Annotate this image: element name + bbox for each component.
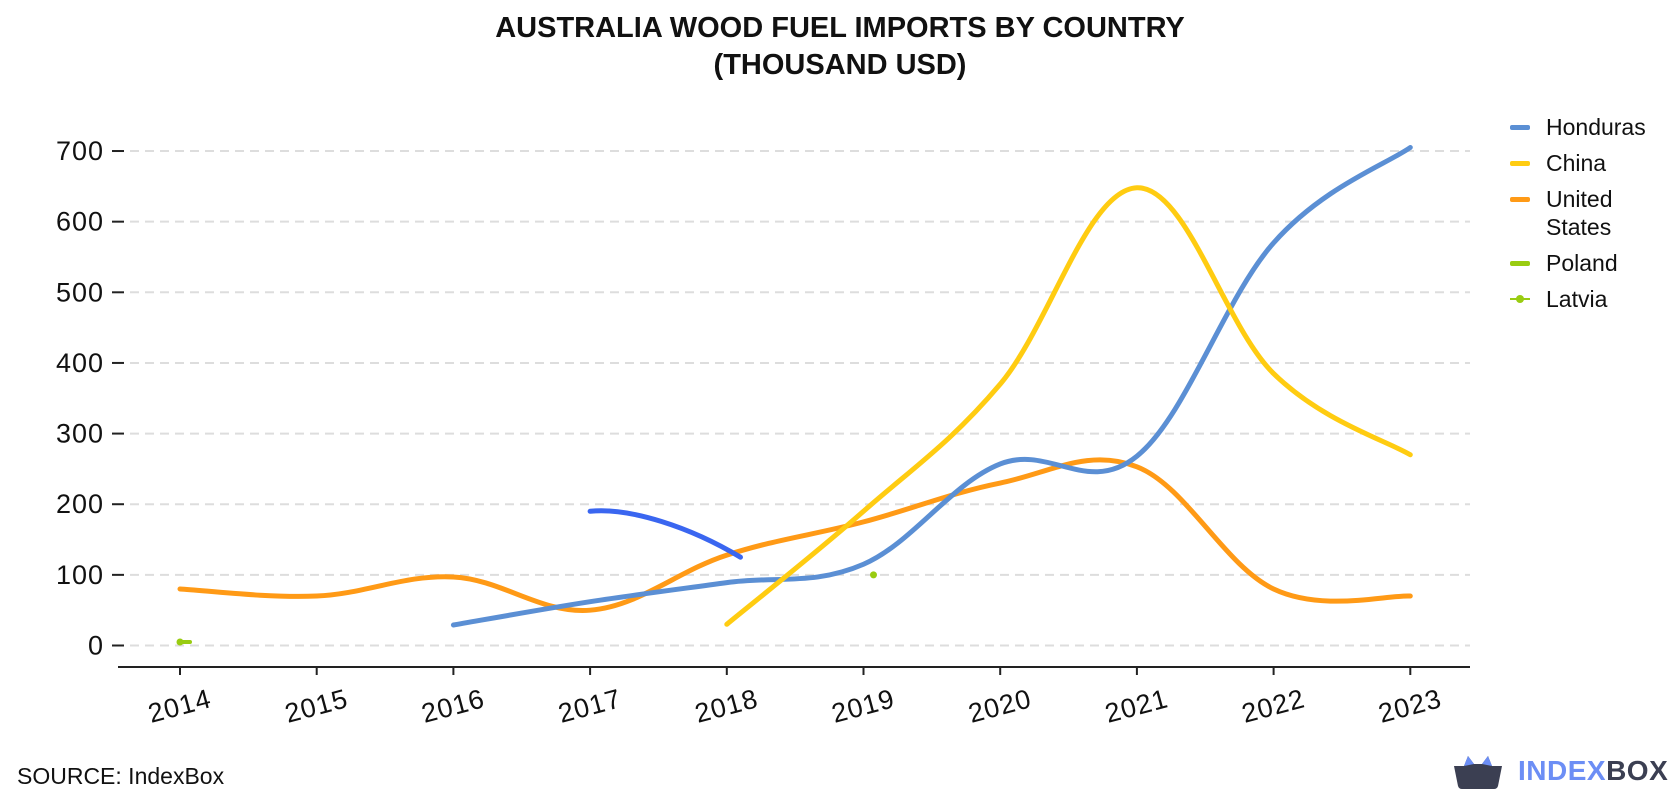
- source-note: SOURCE: IndexBox: [17, 763, 225, 789]
- legend-swatch-honduras: [1510, 125, 1530, 130]
- x-tick-label-2017: 2017: [555, 683, 625, 729]
- series-line-united-states: [177, 457, 1413, 613]
- chart-title-line-2: (THOUSAND USD): [713, 49, 967, 81]
- legend-item-honduras[interactable]: Honduras: [1510, 113, 1680, 141]
- legend-swatch-united-states: [1510, 197, 1530, 202]
- legend-item-china[interactable]: China: [1510, 149, 1680, 177]
- series-line-honduras: [450, 144, 1413, 628]
- y-tick-label-200: 200: [56, 489, 104, 519]
- x-tick-label-2018: 2018: [692, 683, 762, 729]
- legend-label-latvia: Latvia: [1546, 286, 1608, 312]
- legend-swatch-poland: [1510, 261, 1530, 266]
- indexbox-logo-text: INDEXBOX: [1518, 755, 1668, 787]
- y-tick-label-600: 600: [56, 207, 104, 237]
- data-point-poland-2014: [176, 638, 184, 646]
- series-line-honduras-highlight: [587, 508, 743, 560]
- x-tick-label-2015: 2015: [282, 683, 352, 729]
- indexbox-logo-icon: [1454, 756, 1502, 789]
- x-tick-label-2023: 2023: [1375, 683, 1445, 729]
- legend-label-united-states: United States: [1546, 186, 1613, 240]
- y-tick-label-100: 100: [56, 560, 104, 590]
- x-tick-label-2016: 2016: [418, 683, 488, 729]
- legend-label-poland: Poland: [1546, 250, 1618, 276]
- y-tick-label-700: 700: [56, 136, 104, 166]
- indexbox-logo-text-box: BOX: [1606, 755, 1669, 786]
- legend-item-united-states[interactable]: United States: [1510, 185, 1680, 241]
- y-tick-label-0: 0: [88, 631, 104, 661]
- y-tick-label-400: 400: [56, 348, 104, 378]
- x-tick-label-2014: 2014: [145, 683, 215, 729]
- data-point-latvia-2019: [870, 571, 877, 579]
- legend-label-china: China: [1546, 150, 1607, 176]
- x-tick-label-2021: 2021: [1102, 683, 1172, 729]
- chart-title-line-1: AUSTRALIA WOOD FUEL IMPORTS BY COUNTRY: [495, 12, 1185, 44]
- x-tick-label-2022: 2022: [1239, 683, 1309, 729]
- y-tick-label-300: 300: [56, 419, 104, 449]
- indexbox-logo: INDEXBOX: [1450, 752, 1670, 792]
- x-tick-label-2020: 2020: [965, 683, 1035, 729]
- chart-legend: Honduras China United States Poland Latv…: [1510, 113, 1680, 321]
- x-tick-label-2019: 2019: [828, 683, 898, 729]
- y-tick-label-500: 500: [56, 277, 104, 307]
- legend-item-poland[interactable]: Poland: [1510, 249, 1680, 277]
- legend-dot-latvia: [1516, 295, 1524, 303]
- series-line-china: [724, 185, 1413, 627]
- chart-title: AUSTRALIA WOOD FUEL IMPORTS BY COUNTRY (…: [0, 10, 1680, 84]
- legend-swatch-china: [1510, 161, 1530, 166]
- legend-label-honduras: Honduras: [1546, 114, 1646, 140]
- indexbox-logo-text-index: INDEX: [1518, 755, 1607, 786]
- legend-item-latvia[interactable]: Latvia: [1510, 285, 1680, 313]
